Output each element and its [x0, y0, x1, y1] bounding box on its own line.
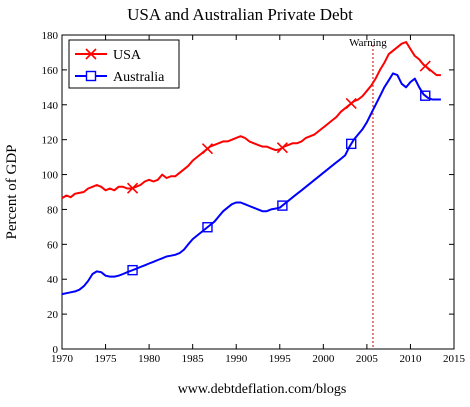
- series-marker-usa: [126, 182, 139, 194]
- y-axis-label: Percent of GDP: [4, 145, 20, 240]
- series-line-usa: [61, 41, 441, 199]
- series-marker-australia: [277, 200, 288, 211]
- x-tick-label: 1990: [225, 353, 248, 365]
- series-marker-usa: [276, 142, 288, 154]
- x-tick-label: 1995: [269, 353, 292, 365]
- y-tick-label: 180: [42, 30, 59, 42]
- y-tick-label: 40: [47, 274, 59, 286]
- x-tick-label: 1975: [95, 353, 118, 365]
- y-tick-label: 160: [42, 65, 59, 77]
- x-tick-label: 2005: [356, 353, 379, 365]
- x-tick-label: 2015: [443, 353, 466, 365]
- legend-label: Australia: [113, 70, 165, 85]
- series-marker-usa: [419, 60, 431, 72]
- warning-label: Warning: [349, 37, 387, 49]
- x-tick-label: 1970: [51, 353, 74, 365]
- plot-frame: [61, 34, 455, 350]
- x-tick-label: 1985: [182, 353, 205, 365]
- y-tick-label: 0: [53, 344, 59, 356]
- x-tick-label: 2010: [399, 353, 422, 365]
- series-marker-usa: [201, 143, 214, 155]
- series-marker-australia: [202, 222, 213, 233]
- y-tick-label: 140: [42, 100, 59, 112]
- series-marker-australia: [420, 90, 431, 101]
- legend-swatch-marker: [85, 70, 97, 82]
- y-tick-label: 80: [47, 204, 59, 216]
- y-tick-label: 60: [47, 239, 59, 251]
- y-tick-label: 20: [47, 309, 59, 321]
- series-marker-usa: [345, 97, 357, 109]
- footer-url: www.debtdeflation.com/blogs: [178, 382, 347, 397]
- series-line-australia: [61, 72, 441, 296]
- x-tick-label: 1980: [138, 353, 161, 365]
- legend-swatch-marker: [85, 48, 97, 60]
- legend-label: USA: [113, 48, 142, 63]
- y-tick-label: 120: [42, 135, 59, 147]
- x-tick-label: 2000: [312, 353, 335, 365]
- y-tick-label: 100: [42, 170, 59, 182]
- chart-title: USA and Australian Private Debt: [127, 5, 353, 24]
- series-marker-australia: [127, 264, 138, 276]
- series-marker-australia: [346, 138, 357, 150]
